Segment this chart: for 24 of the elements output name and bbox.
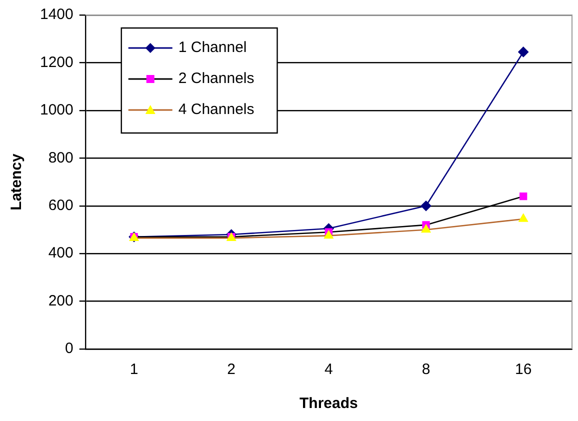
y-tick-label: 200 [48,292,74,310]
y-tick-label: 600 [48,197,74,214]
x-tick-label: 2 [227,361,236,378]
point [421,224,431,233]
x-tick-label: 8 [422,361,430,378]
x-tick-label: 16 [514,361,532,378]
x-axis-title: Threads [300,395,358,412]
legend-label: 1 Channel [178,39,247,56]
y-tick-label: 800 [48,149,74,166]
y-tick-label: 1000 [40,102,74,119]
x-tick-label: 4 [324,361,333,378]
y-tick-label: 1400 [40,6,74,24]
point [420,200,432,212]
y-axis-title: Latency [8,153,26,210]
point [518,46,528,58]
legend-label: 4 Channels [178,101,254,118]
y-tick-label: 0 [65,340,74,358]
y-tick-label: 1200 [40,54,74,71]
point [520,192,528,200]
point [518,214,528,222]
point [324,230,334,239]
y-tick-label: 400 [48,244,74,262]
legend-label: 2 Channels [178,70,254,88]
x-tick-label: 1 [130,361,138,378]
